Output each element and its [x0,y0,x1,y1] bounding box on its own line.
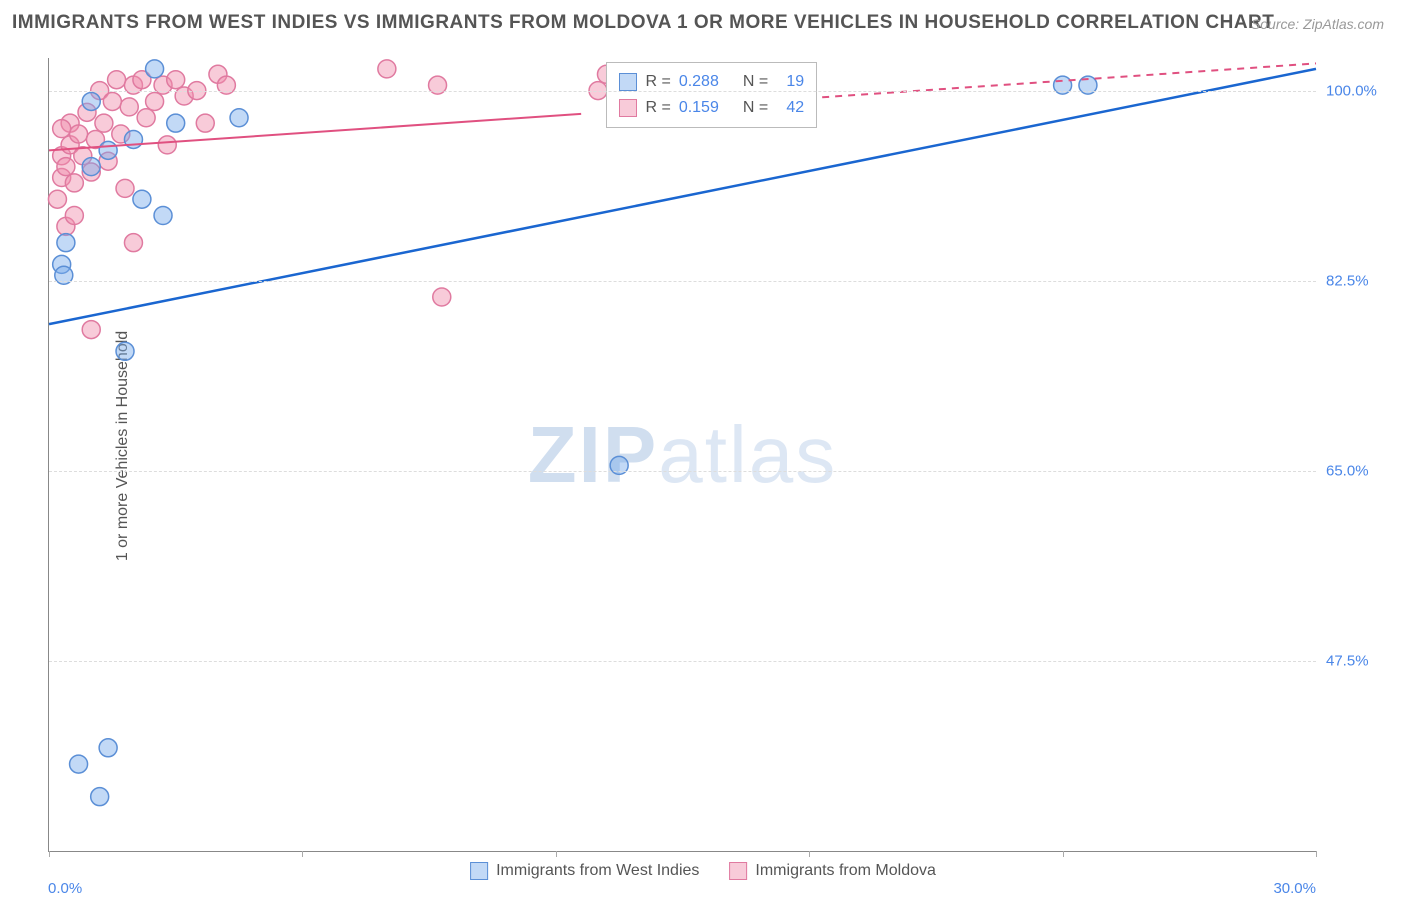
scatter-point [95,114,113,132]
scatter-point [103,92,121,110]
scatter-point [82,321,100,339]
y-tick-label: 47.5% [1326,652,1396,669]
scatter-point [70,755,88,773]
legend-n-value: 42 [776,95,804,121]
scatter-point [70,125,88,143]
scatter-point [124,234,142,252]
legend-swatch [470,862,488,880]
gridline [49,471,1316,472]
scatter-point [116,179,134,197]
gridline [49,281,1316,282]
x-tick [556,851,557,857]
series-legend: Immigrants from West Indies Immigrants fr… [470,862,936,880]
source-label: Source: ZipAtlas.com [1251,16,1384,32]
scatter-point [146,60,164,78]
scatter-point [57,234,75,252]
x-tick [1063,851,1064,857]
scatter-point [146,92,164,110]
chart-title: IMMIGRANTS FROM WEST INDIES VS IMMIGRANT… [12,12,1274,34]
legend-swatch [619,99,637,117]
scatter-point [137,109,155,127]
legend-r-value: 0.159 [679,95,735,121]
scatter-point [48,190,66,208]
gridline [49,661,1316,662]
scatter-point [158,136,176,154]
scatter-point [91,788,109,806]
scatter-point [167,71,185,89]
legend-item: Immigrants from West Indies [470,862,699,880]
correlation-legend: R =0.288N =19R =0.159N =42 [606,62,817,128]
x-tick [302,851,303,857]
legend-row: R = 0.159 N = 42 [619,95,804,121]
scatter-point [154,207,172,225]
y-tick-label: 82.5% [1326,272,1396,289]
scatter-point [133,190,151,208]
legend-r-label: R = [645,95,670,121]
scatter-point [378,60,396,78]
scatter-point [53,120,71,138]
legend-label: Immigrants from West Indies [496,862,699,880]
x-tick [49,851,50,857]
scatter-point [116,342,134,360]
x-min-label: 0.0% [48,880,82,897]
scatter-point [82,158,100,176]
scatter-point [108,71,126,89]
y-tick-label: 65.0% [1326,462,1396,479]
scatter-point [433,288,451,306]
scatter-svg [49,58,1316,851]
scatter-point [196,114,214,132]
legend-swatch [619,73,637,91]
gridline [49,91,1316,92]
scatter-point [120,98,138,116]
scatter-point [99,739,117,757]
x-tick [1316,851,1317,857]
x-tick [809,851,810,857]
legend-swatch [729,862,747,880]
scatter-point [65,174,83,192]
legend-n-label: N = [743,95,768,121]
legend-label: Immigrants from Moldova [755,862,936,880]
legend-item: Immigrants from Moldova [729,862,936,880]
scatter-point [99,141,117,159]
scatter-point [82,92,100,110]
scatter-point [57,158,75,176]
scatter-point [167,114,185,132]
scatter-point [65,207,83,225]
plot-area: ZIPatlas R =0.288N =19R =0.159N =42 47.5… [48,58,1316,852]
scatter-point [230,109,248,127]
y-tick-label: 100.0% [1326,82,1396,99]
x-max-label: 30.0% [1273,880,1316,897]
